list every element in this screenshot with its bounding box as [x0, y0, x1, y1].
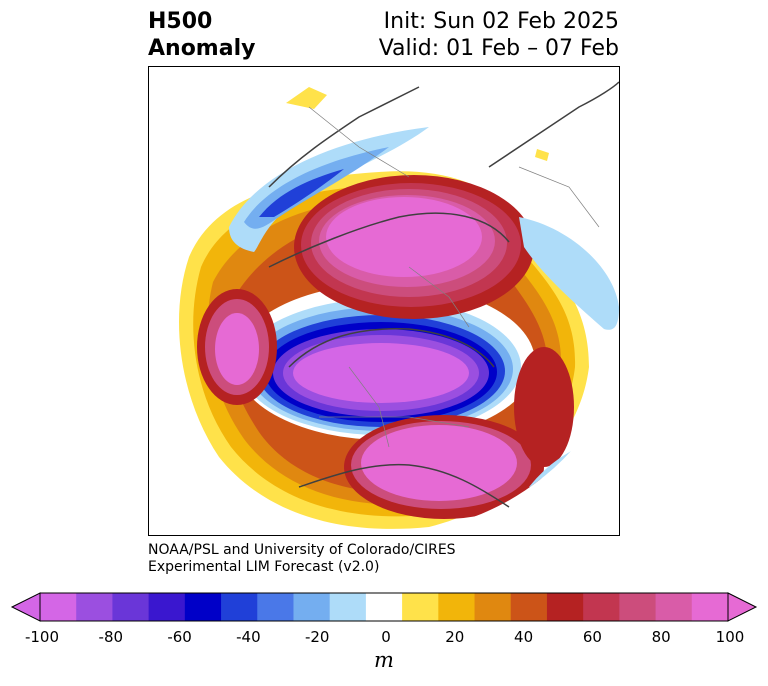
colorbar-bin	[257, 593, 294, 621]
small-positive-patch	[286, 87, 327, 109]
colorbar-tick-label: -100	[24, 628, 60, 646]
small-positive-patch	[535, 149, 549, 161]
colorbar-bin	[583, 593, 620, 621]
map-title: H500 Anomaly	[148, 8, 255, 62]
colorbar-tick-label: 80	[651, 628, 671, 646]
negative-anomaly-core	[235, 284, 535, 440]
colorbar-tick-label: 100	[715, 628, 745, 646]
colorbar-bin	[40, 593, 77, 621]
colorbar	[10, 592, 758, 622]
colorbar-ticks: -100 -80 -60 -40 -20 0 20 40 60 80 100	[0, 628, 768, 648]
colorbar-bin	[402, 593, 439, 621]
colorbar-tick-label: 40	[514, 628, 534, 646]
init-date: Init: Sun 02 Feb 2025	[383, 9, 619, 34]
colorbar-bin	[619, 593, 657, 621]
type-label: Anomaly	[148, 36, 256, 61]
credit-line-1: NOAA/PSL and University of Colorado/CIRE…	[148, 542, 456, 558]
colorbar-tick-label: -20	[304, 628, 330, 646]
colorbar-bin	[221, 593, 258, 621]
colorbar-tick-label: -40	[236, 628, 261, 646]
credit-line-2: Experimental LIM Forecast (v2.0)	[148, 559, 380, 575]
variable-label: H500	[148, 9, 213, 34]
colorbar-bin	[546, 593, 584, 621]
borders	[308, 106, 600, 448]
colorbar-bin	[655, 593, 693, 621]
colorbar-bin	[184, 593, 222, 621]
colorbar-bin	[365, 593, 403, 621]
credit-block: NOAA/PSL and University of Colorado/CIRE…	[148, 542, 456, 576]
colorbar-frame	[39, 592, 729, 622]
colorbar-unit: m	[374, 648, 394, 672]
colorbar-extend-high	[727, 592, 758, 622]
north-positive-core	[294, 175, 534, 319]
colorbar-bin	[438, 593, 476, 621]
colorbar-tick-label: 60	[582, 628, 602, 646]
valid-range: Valid: 01 Feb – 07 Feb	[378, 36, 619, 61]
colorbar-bin	[148, 593, 186, 621]
west-positive-core	[197, 289, 277, 405]
anomaly-map	[148, 66, 620, 536]
colorbar-tick-label: -60	[167, 628, 192, 646]
colorbar-tick-label: 0	[381, 628, 391, 646]
anomaly-map-canvas	[179, 81, 619, 529]
colorbar-bin	[691, 593, 729, 621]
colorbar-bin	[293, 593, 331, 621]
colorbar-bin	[510, 593, 548, 621]
colorbar-tick-label: 20	[445, 628, 465, 646]
coastlines	[268, 81, 619, 508]
far-negative-anomalies	[229, 127, 619, 487]
colorbar-bin	[76, 593, 113, 621]
colorbar-bin	[329, 593, 367, 621]
forecast-dates: Init: Sun 02 Feb 2025 Valid: 01 Feb – 07…	[379, 8, 619, 62]
colorbar-bin	[112, 593, 150, 621]
colorbar-tick-label: -80	[98, 628, 124, 646]
colorbar-bin	[474, 593, 512, 621]
south-positive-core	[344, 347, 574, 519]
colorbar-extend-low	[10, 592, 41, 622]
